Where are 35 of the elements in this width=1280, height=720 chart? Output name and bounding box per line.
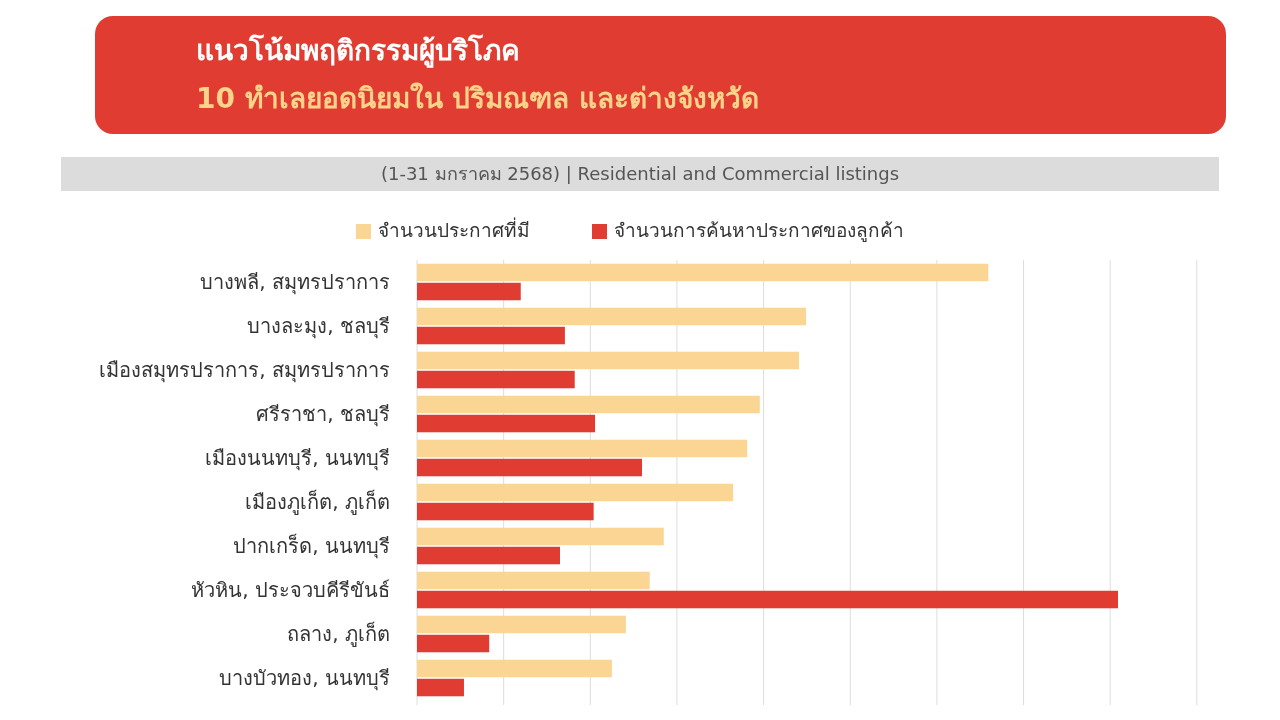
bar	[417, 502, 594, 521]
bar	[417, 615, 626, 634]
bar	[417, 370, 575, 389]
y-tick-label: ศรีราชา, ชลบุรี	[256, 402, 390, 427]
y-tick-label: หัวหิน, ประจวบคีรีขันธ์	[191, 578, 390, 602]
y-tick-label: บางละมุง, ชลบุรี	[247, 314, 390, 339]
bar	[417, 458, 643, 477]
y-tick-label: ปากเกร็ด, นนทบุรี	[233, 533, 390, 559]
bar	[417, 571, 650, 590]
y-tick-label: เมืองสมุทรปราการ, สมุทรปราการ	[99, 358, 390, 383]
y-tick-label: บางพลี, สมุทรปราการ	[200, 270, 390, 295]
y-tick-label: เมืองภูเก็ต, ภูเก็ต	[245, 489, 390, 515]
legend-label: จำนวนการค้นหาประกาศของลูกค้า	[614, 219, 904, 242]
bar	[417, 590, 1118, 609]
legend-label: จำนวนประกาศที่มี	[378, 217, 530, 241]
bar	[417, 483, 734, 502]
y-tick-label: ถลาง, ภูเก็ต	[287, 621, 390, 647]
bar	[417, 439, 748, 458]
bar	[417, 634, 490, 653]
bar	[417, 395, 760, 414]
text: (1-31 มกราคม 2568) | Residential and Commercial listings	[380, 163, 900, 184]
bar	[417, 527, 664, 546]
bar	[417, 678, 464, 697]
bar	[417, 282, 521, 301]
y-tick-label: เมืองนนทบุรี, นนทบุรี	[205, 446, 390, 471]
y-tick-label: บางบัวทอง, นนทบุรี	[219, 666, 390, 691]
bar	[417, 263, 989, 282]
bar	[417, 307, 807, 326]
bar	[417, 659, 612, 678]
bar	[417, 414, 596, 433]
chart-title: แนวโน้มพฤติกรรมผู้บริโภค	[196, 33, 520, 68]
bar	[417, 546, 560, 565]
chart-subtitle: 10 ทำเลยอดนิยมใน ปริมณฑล และต่างจังหวัด	[196, 82, 760, 115]
bar	[417, 351, 800, 370]
bar	[417, 326, 565, 345]
